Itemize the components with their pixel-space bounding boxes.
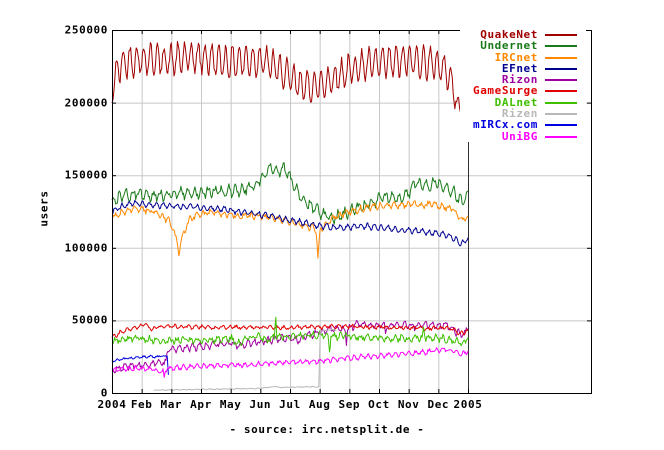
chart-legend: QuakeNet Undernet IRCnet EFnet Rizon GameSurg… — [460, 29, 586, 142]
x-tick-label: Apr — [190, 398, 212, 411]
legend-line-sample — [545, 56, 577, 59]
legend-line-sample — [545, 79, 577, 82]
legend-label: Rizon — [501, 73, 538, 87]
legend-line-sample — [545, 135, 577, 138]
x-tick-label: Mar — [160, 398, 183, 411]
legend-label: DALnet — [494, 95, 538, 109]
y-axis-label: users — [37, 190, 51, 227]
x-tick-label: 2005 — [453, 398, 483, 411]
legend-line-sample — [545, 67, 577, 70]
legend-label: UniBG — [501, 129, 538, 143]
legend-item-unibg: UniBG — [460, 129, 586, 143]
legend-label: Rizen — [501, 107, 538, 121]
series-line-quakenet — [111, 40, 469, 114]
legend-item-rizen: Rizen — [460, 108, 586, 119]
legend-item-undernet: Undernet — [460, 39, 586, 53]
x-tick-label: Dec — [427, 398, 450, 411]
series-line-dalnet — [111, 316, 469, 353]
legend-item-ircnet: IRCnet — [460, 50, 586, 64]
legend-label: mIRCx.com — [472, 118, 538, 132]
y-tick-label: 0 — [100, 386, 108, 400]
series-line-unibg — [111, 347, 469, 378]
series-line-mircx-com — [111, 354, 169, 375]
series-line-gamesurge — [111, 322, 469, 338]
legend-line-sample — [545, 34, 577, 36]
x-tick-label: 2004 — [97, 398, 127, 411]
legend-item-quakenet: QuakeNet — [460, 29, 586, 40]
legend-line-sample — [545, 90, 577, 93]
x-tick-label: Aug — [308, 398, 331, 411]
series-line-efnet — [112, 199, 469, 247]
series-line-rizen — [153, 328, 337, 391]
x-tick-label: Sep — [338, 398, 361, 411]
series-line-rizon — [111, 320, 469, 374]
legend-item-efnet: EFnet — [460, 63, 586, 74]
x-tick-label: May — [219, 398, 242, 411]
x-tick-label: Jun — [249, 398, 272, 411]
x-tick-label: Nov — [397, 398, 420, 411]
series-line-undernet — [111, 162, 468, 225]
legend-label: EFnet — [501, 61, 538, 75]
legend-label: Undernet — [480, 39, 538, 53]
legend-label: IRCnet — [494, 50, 538, 64]
y-tick-label: 50000 — [71, 313, 108, 327]
source-caption: - source: irc.netsplit.de - — [229, 423, 425, 436]
legend-label: GameSurge — [472, 84, 538, 98]
x-tick-label: Jul — [279, 398, 301, 411]
legend-item-dalnet: DALnet — [460, 95, 586, 109]
series-line-ircnet — [111, 200, 469, 259]
legend-line-sample — [545, 101, 577, 104]
y-tick-label: 100000 — [64, 241, 108, 255]
y-tick-label: 200000 — [64, 96, 108, 110]
legend-label: QuakeNet — [480, 28, 538, 41]
y-tick-label: 250000 — [64, 23, 108, 37]
legend-line-sample — [545, 124, 577, 127]
y-tick-label: 150000 — [64, 168, 108, 182]
legend-item-gamesurge: GameSurge — [460, 84, 586, 98]
legend-line-sample — [545, 113, 577, 116]
x-tick-label: Feb — [130, 398, 153, 411]
legend-line-sample — [545, 45, 577, 48]
legend-item-rizon: Rizon — [460, 74, 586, 85]
plot-border — [112, 30, 592, 394]
legend-item-mircx-com: mIRCx.com — [460, 118, 586, 132]
x-tick-label: Oct — [368, 398, 390, 411]
